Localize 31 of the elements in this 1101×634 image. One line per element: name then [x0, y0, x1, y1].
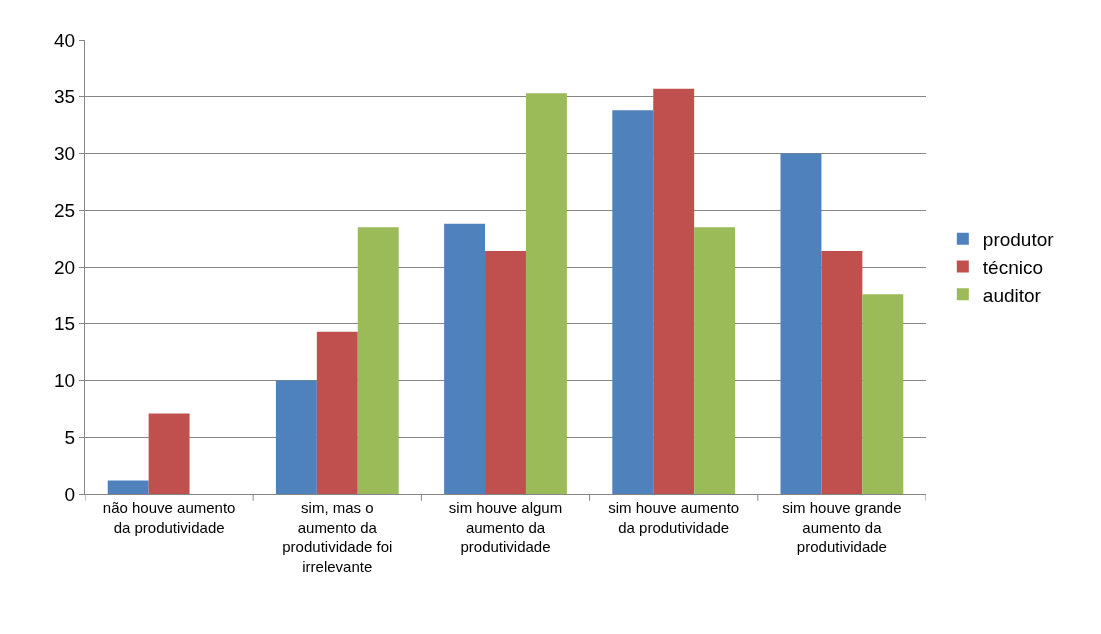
bar: [357, 227, 399, 494]
y-tick-label: 0: [64, 483, 76, 505]
x-tick-label: sim houve grande aumento da produtividade: [782, 499, 902, 555]
y-tick-label: 5: [64, 426, 76, 448]
bar: [275, 380, 317, 494]
bar: [107, 480, 149, 494]
bar: [525, 93, 567, 494]
bar: [653, 88, 695, 494]
y-tick-label: 10: [54, 370, 76, 392]
bar: [612, 110, 654, 494]
x-tick-label: sim, mas o aumento da produtividade foi irrelevante: [282, 499, 393, 575]
bar: [485, 251, 526, 494]
y-tick-label: 15: [54, 313, 76, 335]
bar: [862, 294, 904, 494]
bar: [694, 227, 736, 494]
y-tick-label: 40: [54, 29, 76, 51]
y-tick-label: 25: [54, 199, 76, 221]
legend-label: produtor: [982, 229, 1055, 251]
y-tick-label: 30: [54, 143, 76, 165]
x-tick-label: não houve aumento da produtividade: [102, 499, 236, 536]
bar: [821, 251, 863, 494]
bar: [148, 413, 190, 494]
bar: [444, 223, 486, 494]
y-tick-label: 35: [54, 86, 76, 108]
legend-label: auditor: [982, 284, 1042, 306]
legend-label: técnico: [982, 256, 1044, 278]
bar: [316, 331, 358, 494]
x-tick-label: sim houve algum aumento da produtividade: [448, 499, 563, 555]
x-tick-label: sim houve aumento da produtividade: [608, 499, 740, 536]
bar: [780, 153, 822, 494]
y-tick-label: 20: [54, 256, 76, 278]
